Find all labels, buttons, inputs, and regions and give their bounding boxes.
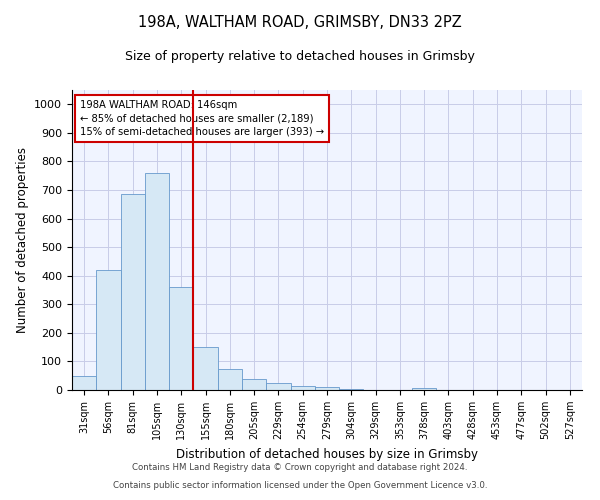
X-axis label: Distribution of detached houses by size in Grimsby: Distribution of detached houses by size …	[176, 448, 478, 460]
Bar	[96, 270, 121, 390]
Bar	[218, 370, 242, 390]
Y-axis label: Number of detached properties: Number of detached properties	[16, 147, 29, 333]
Bar	[193, 347, 218, 390]
Bar	[72, 376, 96, 390]
Text: Size of property relative to detached houses in Grimsby: Size of property relative to detached ho…	[125, 50, 475, 63]
Bar	[290, 386, 315, 390]
Text: 198A, WALTHAM ROAD, GRIMSBY, DN33 2PZ: 198A, WALTHAM ROAD, GRIMSBY, DN33 2PZ	[138, 15, 462, 30]
Bar	[169, 287, 193, 390]
Text: Contains HM Land Registry data © Crown copyright and database right 2024.: Contains HM Land Registry data © Crown c…	[132, 464, 468, 472]
Bar	[315, 387, 339, 390]
Text: 198A WALTHAM ROAD: 146sqm
← 85% of detached houses are smaller (2,189)
15% of se: 198A WALTHAM ROAD: 146sqm ← 85% of detac…	[80, 100, 324, 137]
Bar	[412, 388, 436, 390]
Bar	[242, 379, 266, 390]
Bar	[121, 194, 145, 390]
Bar	[145, 173, 169, 390]
Bar	[266, 383, 290, 390]
Text: Contains public sector information licensed under the Open Government Licence v3: Contains public sector information licen…	[113, 481, 487, 490]
Bar	[339, 388, 364, 390]
